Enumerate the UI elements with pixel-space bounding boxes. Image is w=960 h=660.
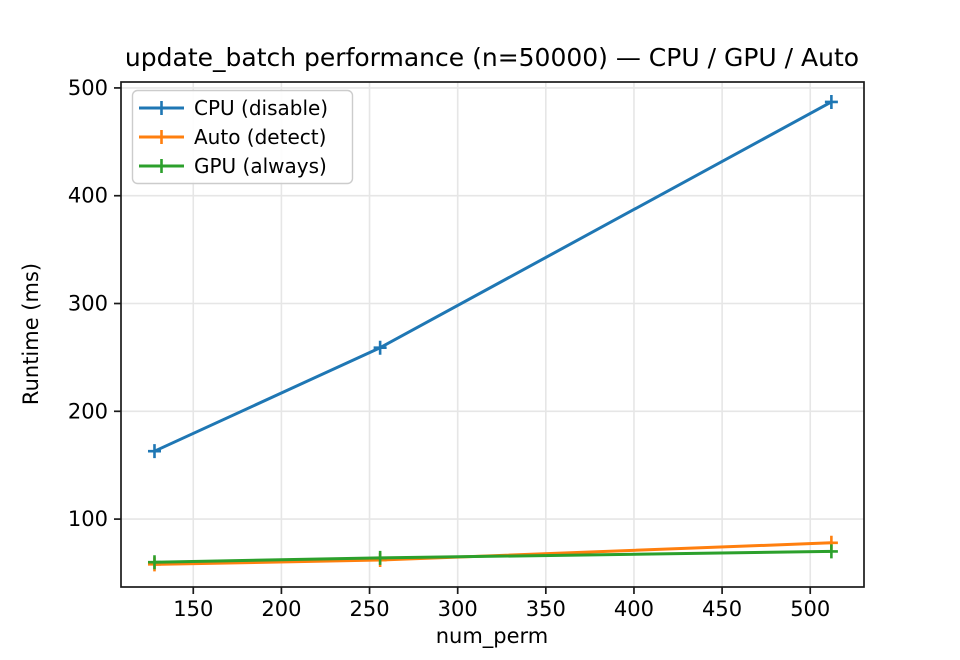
legend-item-label: Auto (detect): [194, 125, 326, 149]
x-tick-label: 450: [702, 597, 742, 621]
x-tick-label: 500: [790, 597, 830, 621]
axis-ticks: 150 200 250 300 350 400 450 500 100 200 300 400 500: [68, 76, 830, 621]
series-lines: [147, 94, 838, 572]
series-line: [154, 549, 832, 564]
data-point-marker: [373, 340, 387, 355]
y-tick-label: 400: [68, 184, 108, 208]
y-tick-label: 300: [68, 292, 108, 316]
data-point-marker: [155, 130, 168, 144]
data-point-marker: [147, 555, 161, 570]
chart-title: update_batch performance (n=50000) — CPU…: [125, 43, 859, 72]
x-tick-label: 400: [614, 597, 654, 621]
legend-item: Auto (detect): [139, 125, 326, 149]
data-point-marker: [155, 101, 168, 115]
x-tick-label: 250: [350, 597, 390, 621]
legend-item: GPU (always): [139, 154, 327, 178]
legend-item: CPU (disable): [139, 96, 328, 120]
legend-item-label: CPU (disable): [194, 96, 328, 120]
legend-box: [131, 89, 354, 185]
data-point-marker: [824, 94, 838, 109]
data-point-marker: [155, 159, 168, 173]
series-cpu: [147, 94, 838, 459]
x-tick-label: 350: [526, 597, 566, 621]
y-tick-label: 500: [68, 76, 108, 100]
data-point-marker: [147, 444, 161, 459]
x-tick-label: 200: [261, 597, 301, 621]
x-tick-label: 300: [438, 597, 478, 621]
legend-item-label: GPU (always): [194, 154, 327, 178]
y-tick-label: 200: [68, 399, 108, 423]
y-tick-label: 100: [68, 507, 108, 531]
x-tick-label: 150: [173, 597, 213, 621]
axes-spines: [120, 81, 865, 588]
y-axis-label: Runtime (ms): [19, 263, 43, 405]
data-point-marker: [824, 544, 838, 559]
data-point-marker: [373, 550, 387, 565]
grid-lines: [121, 82, 864, 587]
legend: CPU (disable) Auto (detect) GPU (always): [131, 89, 354, 185]
x-axis-label: num_perm: [436, 624, 549, 649]
series-gpu: [147, 544, 838, 570]
